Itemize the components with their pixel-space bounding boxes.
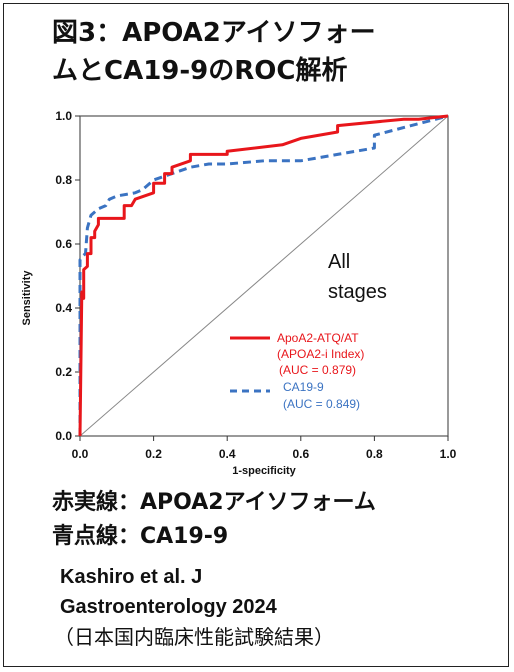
legend: ApoA2-ATQ/AT (APOA2-i Index) (AUC = 0.87… [230, 331, 364, 411]
title-line-1: 図3：APOA2アイソフォー [52, 18, 376, 48]
x-tick-label: 0.8 [366, 447, 383, 461]
figure-frame [3, 3, 509, 667]
citation-line-3: （日本国内臨床性能試験結果） [54, 625, 334, 649]
caption-blue-line: 青点線：CA19-9 [52, 524, 229, 549]
x-tick-label: 0.0 [72, 447, 89, 461]
y-tick-label: 0.2 [55, 365, 72, 379]
caption-red-line: 赤実線：APOA2アイソフォーム [52, 490, 376, 515]
citation: Kashiro et al. J Gastroenterology 2024 （… [54, 562, 334, 652]
series-group [78, 114, 449, 437]
x-tick-label: 0.2 [145, 447, 162, 461]
x-tick-label: 0.6 [292, 447, 309, 461]
y-tick-label: 0.6 [55, 237, 72, 251]
y-axis-label: Sensitivity [21, 270, 33, 326]
x-tick-label: 1.0 [440, 447, 457, 461]
legend-red-line-1: ApoA2-ATQ/AT [277, 331, 359, 345]
legend-blue-line-2: (AUC = 0.849) [283, 397, 360, 411]
x-ticks: 0.0 0.2 0.4 0.6 0.8 1.0 [72, 436, 457, 461]
x-axis-label: 1-specificity [232, 465, 296, 477]
legend-blue-line-1: CA19-9 [283, 380, 324, 394]
reference-diagonal [79, 115, 449, 437]
y-ticks: 0.0 0.2 0.4 0.6 0.8 1.0 [55, 109, 80, 443]
y-tick-label: 0.4 [55, 301, 72, 315]
plot-area: 0.0 0.2 0.4 0.6 0.8 1.0 0.0 0.2 0.4 0.6 0.8 1.0 [55, 109, 456, 461]
citation-line-2: Gastroenterology 2024 [60, 596, 277, 618]
title-line-2: ムとCA19-9のROC解析 [52, 56, 348, 86]
figure-title: 図3：APOA2アイソフォー ムとCA19-9のROC解析 [52, 14, 492, 90]
y-tick-label: 0.8 [55, 173, 72, 187]
series-line-ca19-9 [78, 114, 449, 436]
series-line-apoa2 [78, 114, 449, 437]
citation-line-1: Kashiro et al. J [60, 566, 203, 588]
roc-chart: 0.0 0.2 0.4 0.6 0.8 1.0 0.0 0.2 0.4 0.6 0.8 1.0 Se… [21, 109, 457, 477]
y-tick-label: 0.0 [55, 429, 72, 443]
annotation-line-2: stages [328, 281, 387, 303]
annotation-line-1: All [328, 251, 350, 273]
legend-red-line-3: (AUC = 0.879) [279, 363, 356, 377]
y-tick-label: 1.0 [55, 109, 72, 123]
legend-red-line-2: (APOA2-i Index) [277, 347, 364, 361]
line-captions: 赤実線：APOA2アイソフォーム 青点線：CA19-9 [52, 486, 376, 554]
x-tick-label: 0.4 [219, 447, 236, 461]
